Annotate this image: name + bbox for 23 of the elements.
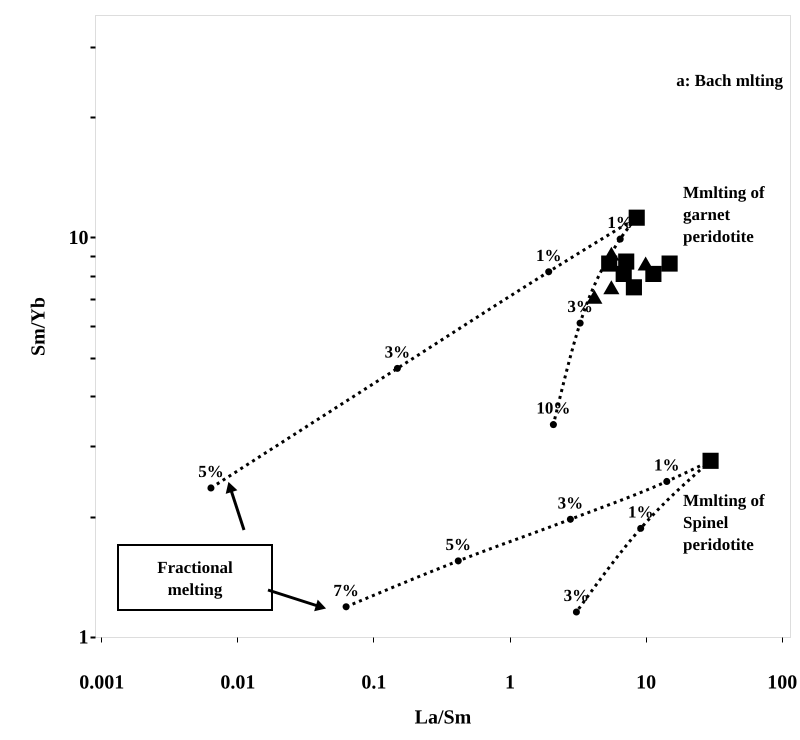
x-tick-label: 100 — [767, 672, 798, 694]
x-tick-label: 1 — [505, 672, 516, 694]
annotation: 7% — [333, 580, 359, 600]
annotation: 10% — [536, 398, 570, 418]
annotation: 3% — [384, 342, 410, 362]
annotation: Fractional melting — [157, 558, 234, 599]
annotation: 3% — [564, 586, 590, 605]
annotation: 3% — [567, 297, 593, 316]
x-tick-label: 0.001 — [79, 672, 124, 694]
annotation: 3% — [558, 493, 584, 512]
annotation: 1% — [654, 455, 680, 474]
x-axis-title: La/Sm — [414, 706, 472, 728]
annotation: 1% — [536, 246, 562, 265]
annotation: 5% — [198, 462, 224, 481]
annotation: a: Bach mlting — [676, 71, 784, 90]
x-tick-label: 0.1 — [361, 672, 386, 694]
annotation: Mmlting of Spinel peridotite — [683, 491, 766, 554]
annotation: 5% — [446, 534, 472, 554]
y-axis-title: Sm/Yb — [28, 297, 50, 356]
x-tick-label: 0.01 — [220, 672, 256, 694]
annotation: 1% — [628, 502, 654, 522]
x-tick-label: 10 — [636, 672, 656, 694]
annotation: Mmlting of garnet peridotite — [683, 183, 766, 246]
